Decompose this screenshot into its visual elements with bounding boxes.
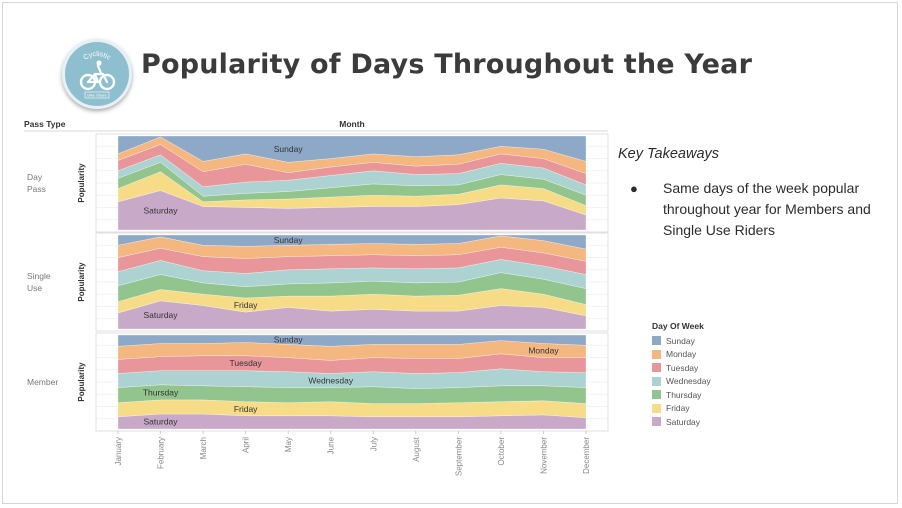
legend-label: Friday [666, 403, 690, 414]
popularity-area-chart: Pass Type Month Day Pass Popularity Sunday Sat… [24, 119, 609, 476]
header-month: Month [339, 119, 365, 129]
x-tick-label: March [199, 437, 208, 459]
x-tick-label: September [454, 437, 463, 476]
legend-label: Saturday [666, 416, 701, 427]
legend-swatch [652, 376, 661, 386]
page-title: Popularity of Days Throughout the Year [141, 49, 753, 80]
legend-item-saturday: Saturday [652, 415, 711, 429]
cyclistic-logo: Cyclistic Bike Share [62, 39, 132, 109]
row-label: Member [27, 377, 58, 387]
x-tick-label: April [242, 437, 251, 453]
legend-item-friday: Friday [652, 402, 711, 416]
y-axis-label: Popularity [77, 163, 86, 203]
area-label-thursday: Thursday [143, 387, 179, 397]
legend: Day Of Week Sunday Monday Tuesday Wednesday… [652, 321, 711, 429]
area-label-wednesday: Wednesday [308, 376, 353, 386]
legend-swatch [652, 390, 661, 400]
takeaway-item: ● Same days of the week popular througho… [618, 178, 888, 241]
legend-swatch [652, 417, 661, 427]
legend-label: Monday [666, 349, 697, 360]
area-label-sunday: Sunday [274, 235, 304, 245]
row-label: Day Pass [27, 172, 46, 194]
legend-title: Day Of Week [652, 321, 704, 331]
area-label-monday: Monday [528, 346, 559, 356]
header-pass-type: Pass Type [24, 119, 66, 129]
x-tick-label: December [582, 437, 591, 474]
takeaway-text: Same days of the week popular throughout… [663, 180, 871, 238]
legend-item-monday: Monday [652, 348, 711, 362]
bicycle-icon: Cyclistic Bike Share [79, 51, 116, 99]
y-axis-label: Popularity [77, 362, 86, 402]
legend-swatch [652, 363, 661, 373]
legend-item-sunday: Sunday [652, 334, 711, 348]
legend-swatch [652, 403, 661, 413]
area-label-sunday: Sunday [274, 144, 304, 154]
legend-item-wednesday: Wednesday [652, 375, 711, 389]
logo-text-top: Cyclistic [82, 51, 112, 62]
area-label-saturday: Saturday [144, 205, 179, 215]
logo-text-bottom: Bike Share [87, 93, 107, 98]
area-label-tuesday: Tuesday [229, 358, 262, 368]
takeaways-heading: Key Takeaways [618, 146, 720, 162]
x-tick-label: January [114, 437, 123, 465]
legend-label: Sunday [666, 335, 695, 346]
legend-label: Wednesday [666, 376, 711, 387]
bullet-icon: ● [630, 181, 638, 196]
panel-day-pass: Day Pass Popularity Sunday Saturday [27, 133, 609, 233]
legend-label: Thursday [666, 389, 702, 400]
key-takeaways: Key Takeaways ● Same days of the week po… [618, 146, 888, 241]
x-tick-label: August [412, 436, 421, 462]
legend-swatch [652, 336, 661, 346]
legend-swatch [652, 349, 661, 359]
x-tick-label: July [369, 437, 378, 451]
legend-item-thursday: Thursday [652, 388, 711, 402]
x-tick-label: May [284, 437, 293, 452]
area-sunday [117, 334, 587, 347]
legend-item-tuesday: Tuesday [652, 361, 711, 375]
area-label-friday: Friday [234, 404, 258, 414]
area-label-friday: Friday [234, 300, 258, 310]
area-sunday [117, 234, 587, 250]
area-sunday [117, 135, 587, 163]
x-tick-label: February [157, 437, 166, 469]
row-label: Single Use [27, 271, 51, 293]
area-label-saturday: Saturday [144, 416, 179, 426]
y-axis-label: Popularity [77, 262, 86, 302]
x-tick-label: November [539, 437, 548, 474]
legend-label: Tuesday [666, 362, 699, 373]
area-label-sunday: Sunday [274, 335, 304, 345]
x-tick-label: June [327, 436, 336, 454]
panel-single-use: Single Use Popularity Sunday Friday Saturday [27, 232, 609, 332]
x-tick-label: October [497, 437, 506, 466]
panel-member: Member Popularity Sunday Monday Tuesday Wedne… [27, 332, 609, 432]
area-label-saturday: Saturday [144, 310, 179, 320]
